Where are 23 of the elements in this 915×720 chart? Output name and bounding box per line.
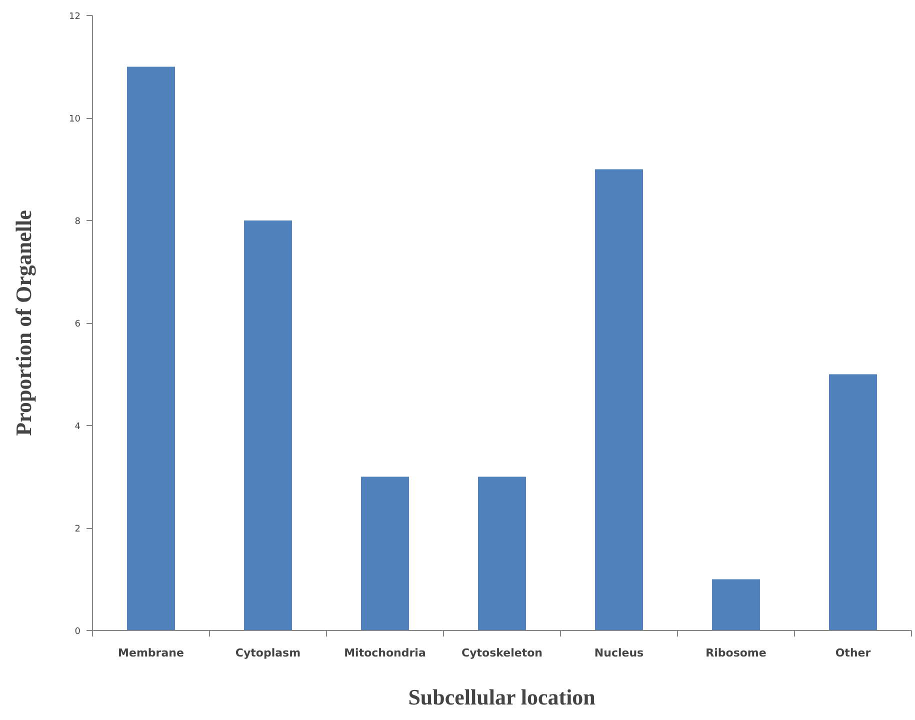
y-tick-label: 6 bbox=[74, 320, 81, 330]
x-tick-label: Mitochondria bbox=[344, 646, 426, 660]
y-tick-label: 12 bbox=[69, 12, 80, 22]
bar bbox=[712, 579, 760, 630]
x-tick-label: Ribosome bbox=[706, 646, 766, 660]
y-tick-label: 2 bbox=[74, 524, 81, 534]
bar bbox=[595, 169, 643, 630]
y-tick-label: 0 bbox=[74, 627, 81, 637]
bar bbox=[361, 476, 409, 630]
x-tick-label: Other bbox=[835, 646, 872, 660]
x-tick-label: Cytoskeleton bbox=[462, 646, 542, 660]
x-tick-label: Nucleus bbox=[594, 646, 644, 660]
bar bbox=[127, 66, 175, 630]
x-axis-title: Subcellular location bbox=[408, 684, 596, 710]
y-tick-label: 8 bbox=[74, 217, 81, 227]
y-axis-title: Proportion of Organelle bbox=[11, 210, 36, 436]
bar bbox=[829, 374, 877, 630]
y-tick-label: 4 bbox=[74, 422, 81, 432]
y-tick-label: 10 bbox=[69, 114, 81, 124]
bar bbox=[478, 476, 526, 630]
x-tick-label: Membrane bbox=[118, 646, 184, 660]
bar bbox=[244, 220, 292, 630]
x-tick-label: Cytoplasm bbox=[235, 646, 301, 660]
